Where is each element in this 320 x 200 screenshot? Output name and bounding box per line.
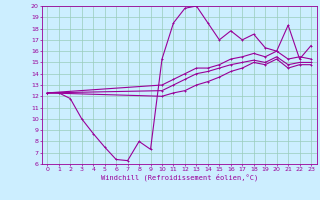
X-axis label: Windchill (Refroidissement éolien,°C): Windchill (Refroidissement éolien,°C) xyxy=(100,174,258,181)
